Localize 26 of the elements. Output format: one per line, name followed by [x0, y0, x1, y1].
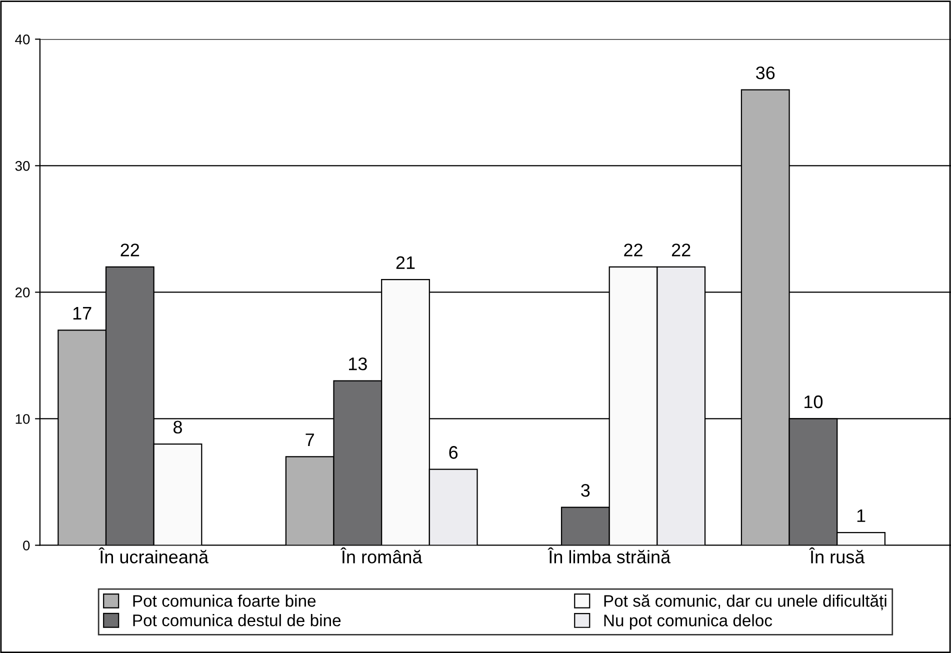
- legend-label: Pot comunica destul de bine: [133, 614, 341, 626]
- legend-label: Pot comunica foarte bine: [133, 594, 316, 607]
- data-label: 1: [857, 509, 866, 522]
- data-label: 22: [624, 244, 642, 256]
- y-tick-label: 40: [15, 34, 30, 44]
- data-label: 6: [449, 446, 458, 459]
- legend-label: Pot să comunic, dar cu unele dificultăți: [604, 594, 886, 610]
- data-label: 36: [756, 66, 775, 80]
- data-label: 7: [306, 434, 314, 446]
- y-tick-label: 0: [23, 540, 30, 550]
- data-label: 10: [804, 395, 823, 408]
- data-label: 21: [396, 256, 415, 269]
- data-label: 22: [120, 244, 140, 256]
- data-label: 8: [174, 420, 182, 434]
- x-tick-label: În limba străină: [548, 547, 671, 564]
- data-label: 3: [581, 484, 590, 497]
- x-tick-label: În ucraineană: [98, 547, 209, 564]
- data-label: 13: [349, 357, 367, 370]
- legend-label: Nu pot comunica deloc: [604, 614, 772, 630]
- y-tick-label: 20: [15, 288, 30, 298]
- data-label: 22: [672, 244, 690, 256]
- y-tick-label: 30: [15, 161, 30, 171]
- data-label: 17: [73, 307, 92, 320]
- x-tick-label: În română: [340, 547, 422, 564]
- x-tick-label: În rusă: [809, 547, 865, 564]
- y-tick-label: 10: [16, 414, 30, 424]
